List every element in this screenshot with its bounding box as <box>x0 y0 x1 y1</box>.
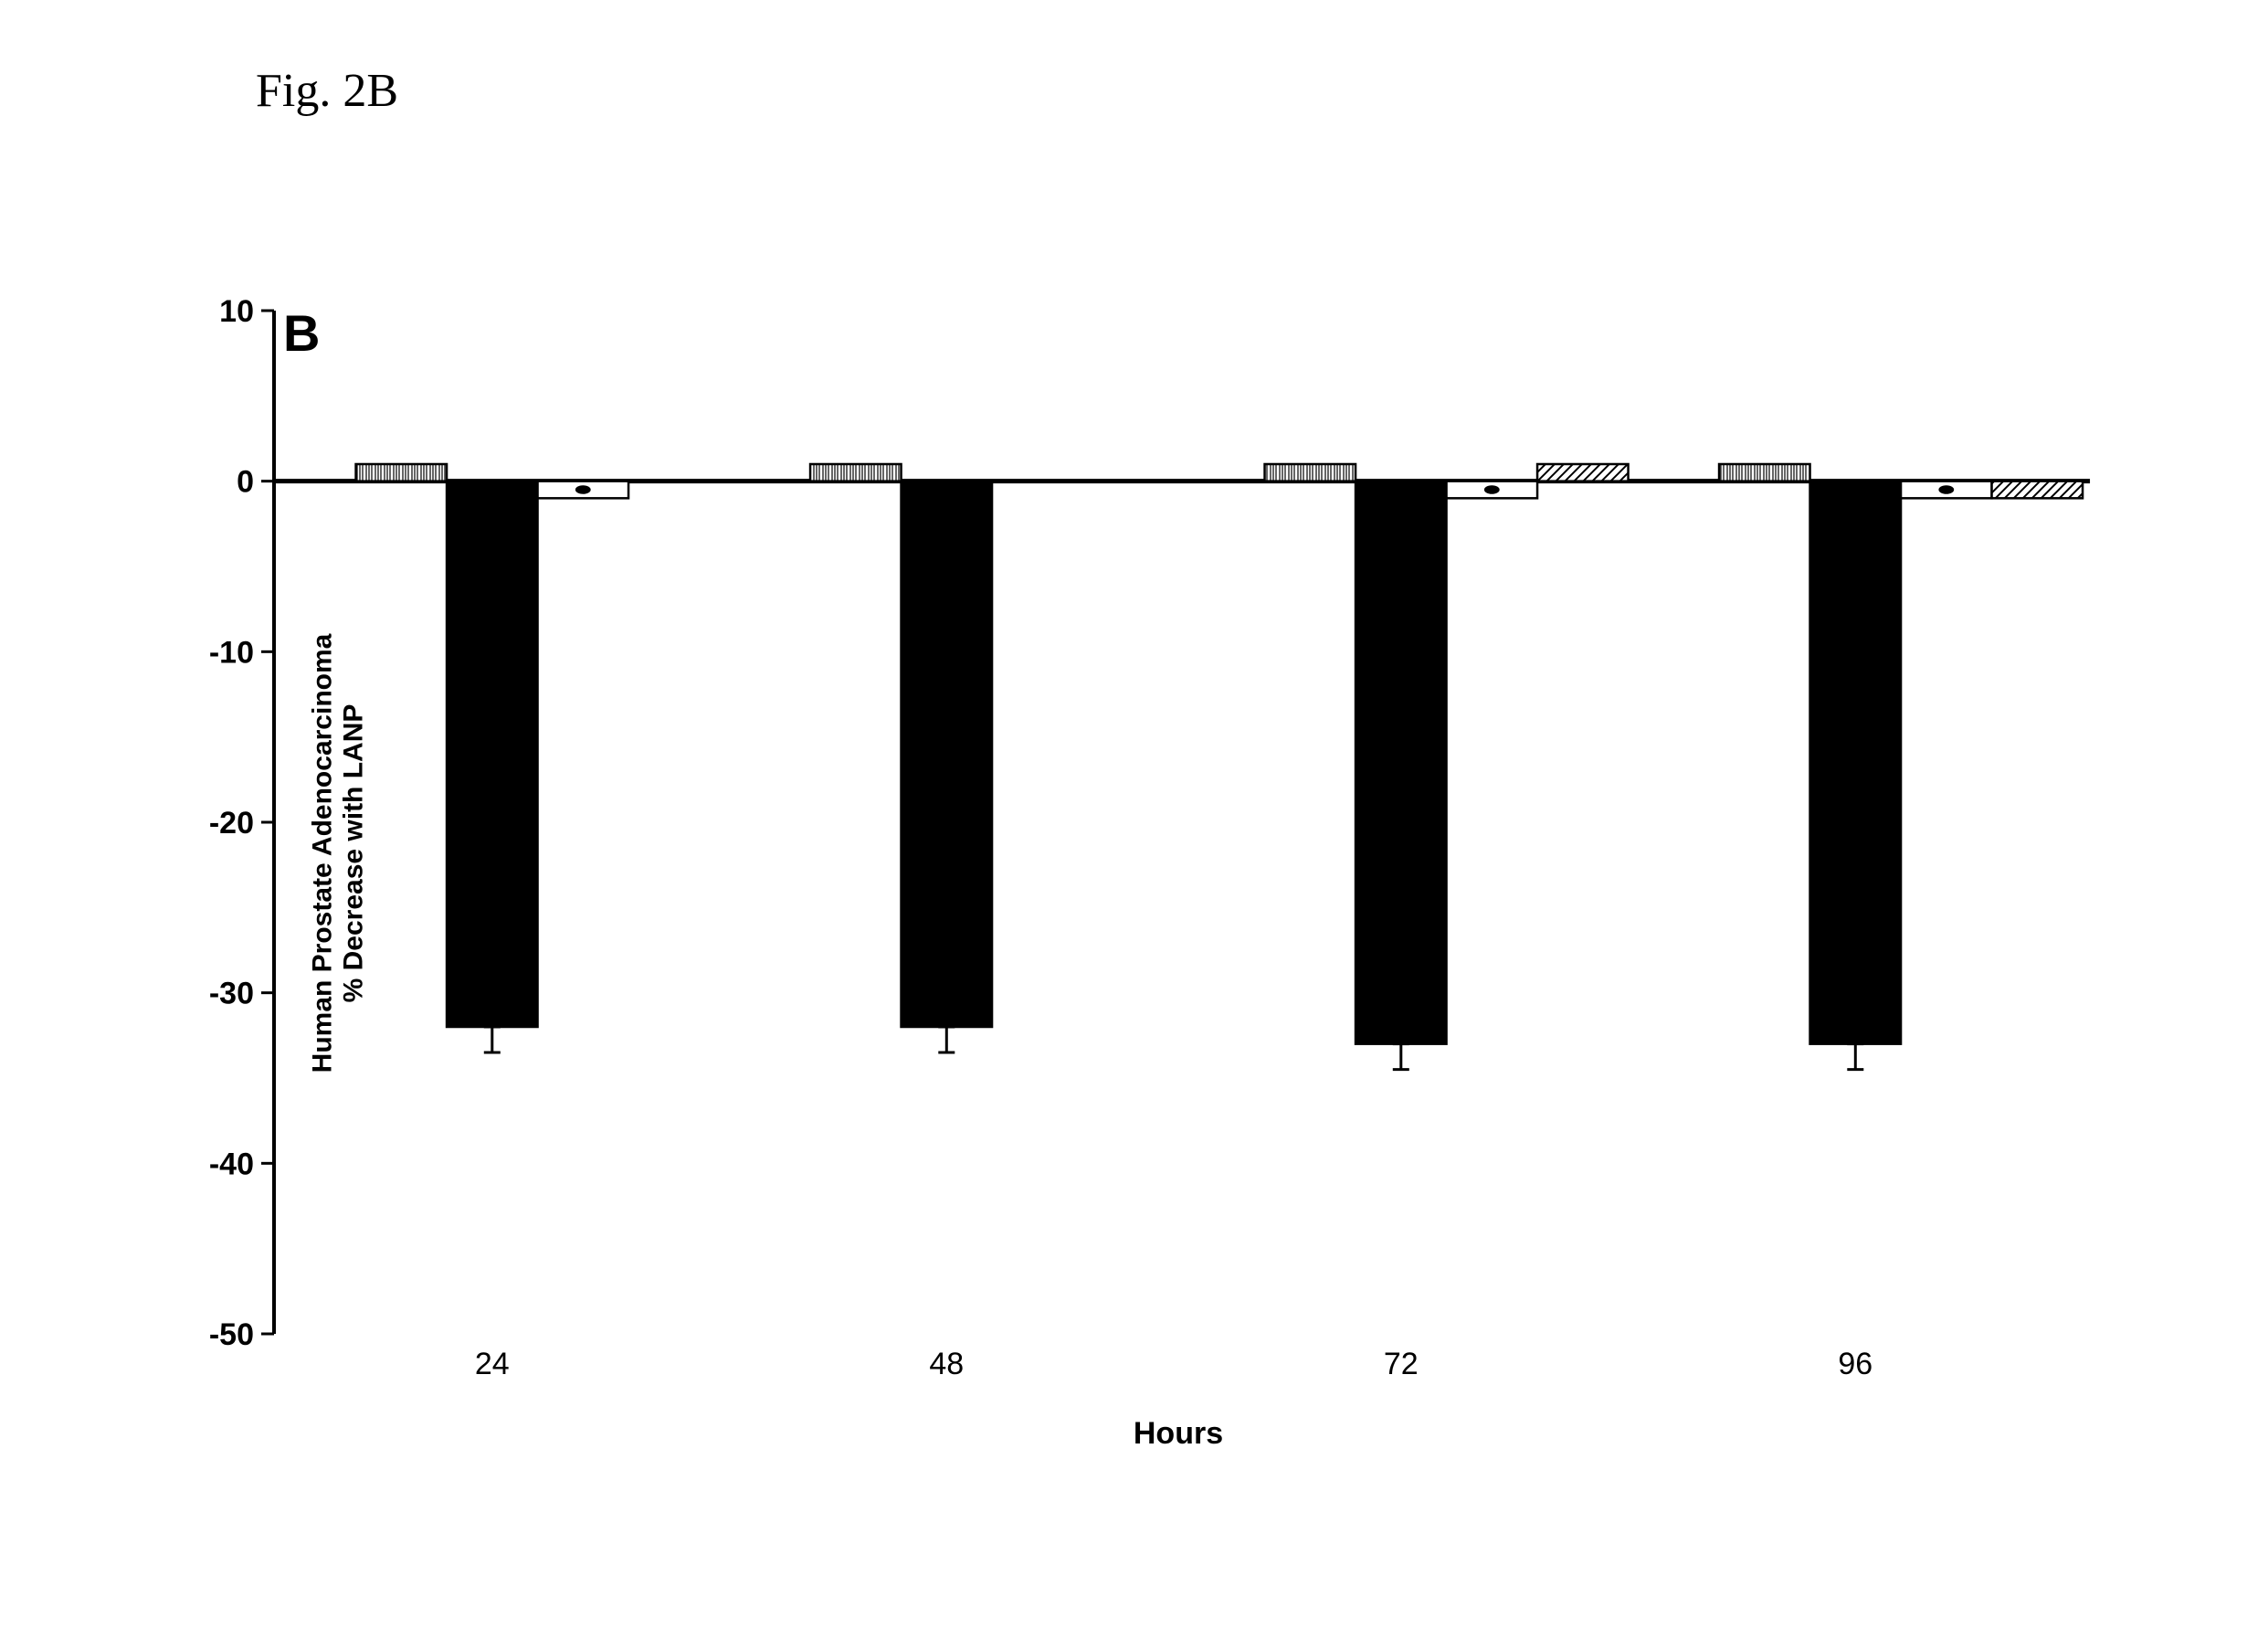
y-tick-label: -20 <box>209 806 254 841</box>
y-axis-label-line-1: Human Prostate Adenocarcinoma <box>307 634 338 1073</box>
bar-dot <box>1938 485 1954 494</box>
y-tick-label: -50 <box>209 1317 254 1352</box>
bar <box>1265 464 1356 481</box>
bar <box>1810 481 1902 1044</box>
figure-label: Fig. 2B <box>256 64 398 118</box>
bar <box>1992 481 2083 499</box>
y-tick-label: -10 <box>209 635 254 670</box>
bar <box>902 481 993 1027</box>
bar <box>447 481 538 1027</box>
y-tick-label: 0 <box>237 465 254 500</box>
bar <box>1719 464 1810 481</box>
chart-svg: 100-10-20-30-40-5024487296 <box>237 311 2119 1334</box>
y-tick-label: -40 <box>209 1147 254 1181</box>
y-axis-label: Human Prostate Adenocarcinoma % Decrease… <box>307 634 369 1073</box>
chart-container: Human Prostate Adenocarcinoma % Decrease… <box>237 311 2119 1334</box>
x-tick-label: 96 <box>1838 1347 1872 1381</box>
x-tick-label: 48 <box>929 1347 964 1381</box>
x-tick-label: 24 <box>475 1347 510 1381</box>
y-axis-label-line-2: % Decrease with LANP <box>338 634 369 1073</box>
bar <box>810 464 902 481</box>
x-tick-label: 72 <box>1384 1347 1419 1381</box>
page-root: { "figure_label": "Fig. 2B", "panel_lett… <box>0 0 2268 1639</box>
y-tick-label: 10 <box>219 294 254 329</box>
panel-letter: B <box>283 303 320 363</box>
y-tick-label: -30 <box>209 977 254 1011</box>
bar-dot <box>1484 485 1500 494</box>
bar <box>1356 481 1447 1044</box>
bar <box>356 464 448 481</box>
bar-dot <box>575 485 591 494</box>
x-axis-label: Hours <box>237 1416 2119 1452</box>
bar <box>1537 464 1629 481</box>
